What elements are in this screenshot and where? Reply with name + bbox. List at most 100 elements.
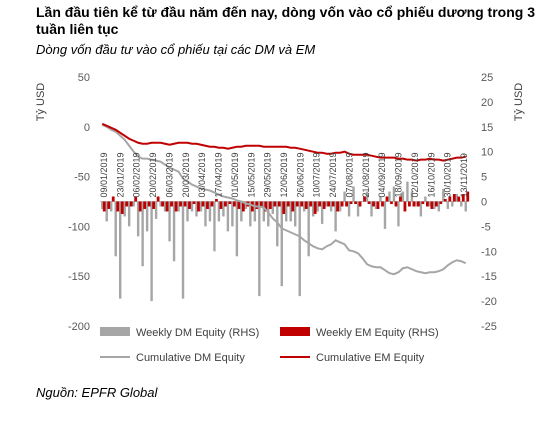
dm-bar <box>325 201 328 207</box>
x-tick-label: 06/03/2019 <box>165 152 175 197</box>
em-bar <box>425 201 429 207</box>
em-bar <box>336 201 340 212</box>
em-bar <box>201 201 205 207</box>
dm-bar <box>298 201 301 297</box>
em-bar <box>304 201 308 209</box>
em-bar <box>102 201 106 212</box>
em-bar <box>215 199 218 202</box>
y-axis-label-right: Tỷ USD <box>513 83 525 122</box>
dm-bar <box>289 201 292 222</box>
x-tick-label: 10/07/2019 <box>312 152 322 197</box>
x-tick-label: 13/11/2019 <box>459 153 469 197</box>
y-axis-label-left: Tỷ USD <box>35 83 47 122</box>
x-tick-label: 06/02/2019 <box>132 152 142 197</box>
dm-bar <box>177 201 180 212</box>
x-tick-label: 29/05/2019 <box>263 152 273 197</box>
y-tick-right: -10 <box>481 246 497 258</box>
dm-bar <box>343 191 346 202</box>
em-bar <box>434 201 438 207</box>
em-bar <box>224 201 227 207</box>
x-tick-label: 23/01/2019 <box>115 152 125 197</box>
dm-bar <box>217 201 221 222</box>
dm-bar <box>379 196 382 202</box>
em-bar <box>138 201 142 212</box>
dm-bar <box>347 201 351 217</box>
em-bar <box>210 201 214 207</box>
y-tick-right: 15 <box>481 122 493 134</box>
dm-bar <box>190 201 194 212</box>
em-bar <box>443 199 447 202</box>
em-bar <box>390 201 393 204</box>
dm-bar <box>388 191 391 202</box>
x-tick-label: 12/06/2019 <box>279 152 289 197</box>
em-bar <box>340 201 344 207</box>
cumulative-em-line <box>101 122 466 162</box>
em-bar <box>107 201 111 209</box>
dm-bar <box>154 201 158 219</box>
x-tick-label: 09/01/2019 <box>99 152 109 197</box>
chart-title: Lần đầu tiên kể từ đầu năm đến nay, dòng… <box>36 4 536 37</box>
legend-label-cum_dm: Cumulative DM Equity <box>136 352 245 364</box>
dm-bar <box>410 191 414 202</box>
dm-bar <box>195 201 198 217</box>
em-bar <box>372 201 375 207</box>
em-bar <box>282 201 286 214</box>
dm-bar <box>199 201 203 212</box>
em-bar <box>143 201 147 209</box>
em-bar <box>120 201 124 214</box>
em-bar <box>358 201 362 207</box>
em-bar <box>277 201 281 207</box>
dm-bar <box>186 201 189 222</box>
x-tick-label: 20/03/2019 <box>181 152 191 197</box>
dm-bar <box>338 201 342 212</box>
em-bar <box>206 201 209 209</box>
em-bar <box>452 194 456 202</box>
x-tick-label: 16/10/2019 <box>426 152 436 197</box>
em-bar <box>286 201 290 207</box>
em-bar <box>376 201 380 209</box>
dm-bar <box>446 201 449 209</box>
em-bar <box>363 196 366 202</box>
x-tick-label: 03/04/2019 <box>197 152 207 197</box>
em-bar <box>412 201 416 207</box>
em-bar <box>421 201 425 204</box>
dm-bar <box>101 201 104 209</box>
em-bar <box>273 201 277 207</box>
dm-bar <box>262 201 265 222</box>
x-tick-label: 30/10/2019 <box>443 152 453 197</box>
x-tick-label: 20/02/2019 <box>148 152 158 197</box>
dm-bar <box>119 201 122 299</box>
dm-bar <box>316 201 319 212</box>
dm-bar <box>329 201 333 212</box>
x-tick-label: 02/10/2019 <box>410 152 420 197</box>
em-bar <box>394 201 398 207</box>
x-tick-label: 15/05/2019 <box>246 152 256 197</box>
dm-bar <box>437 201 441 212</box>
dm-bar <box>127 201 131 227</box>
em-bar <box>430 201 434 209</box>
x-tick-label: 04/09/2019 <box>377 152 387 197</box>
em-bar <box>354 201 357 204</box>
em-bar <box>313 201 317 214</box>
em-bar <box>322 201 326 209</box>
em-bar <box>318 201 322 207</box>
dm-bar <box>280 201 283 287</box>
dm-bar <box>114 201 117 257</box>
em-bar <box>156 196 160 202</box>
dm-bar <box>249 201 252 227</box>
dm-bar <box>383 201 387 229</box>
em-bar <box>331 201 335 207</box>
dm-bar <box>213 201 216 252</box>
em-bar <box>327 201 331 207</box>
em-bar <box>309 201 313 207</box>
em-bar <box>457 196 461 202</box>
y-tick-right: -5 <box>481 221 491 233</box>
em-bar <box>255 201 259 209</box>
dm-bar <box>235 201 239 257</box>
dm-bar <box>451 201 454 207</box>
legend-swatch-em <box>280 327 310 336</box>
em-bar <box>259 201 263 207</box>
legend-label-cum_em: Cumulative EM Equity <box>316 352 425 364</box>
dm-bar <box>356 201 360 217</box>
